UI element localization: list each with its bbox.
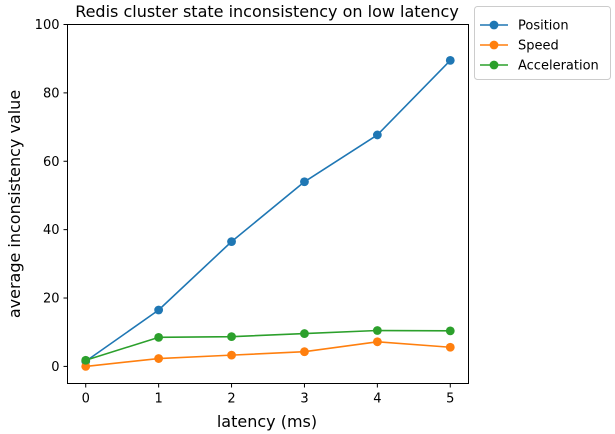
series-line-position <box>85 59 451 362</box>
x-axis: 0 1 2 3 4 5 <box>82 383 454 407</box>
data-point-speed <box>372 337 382 347</box>
x-tick-label: 3 <box>300 392 308 407</box>
legend-label-speed: Speed <box>518 39 559 54</box>
data-point-speed <box>300 347 309 357</box>
legend-item-speed: Speed <box>480 39 559 54</box>
series-line-speed <box>85 340 451 368</box>
data-point-position <box>300 177 309 187</box>
series-layer <box>81 56 455 371</box>
legend-marker-speed <box>489 40 499 50</box>
data-point-acceleration <box>300 329 309 338</box>
y-tick-label: 80 <box>43 86 60 101</box>
legend-marker-acceleration <box>489 60 499 70</box>
data-point-speed <box>227 350 236 360</box>
data-point-position <box>445 56 455 65</box>
legend-item-acceleration: Acceleration <box>480 59 599 74</box>
legend-item-position: Position <box>480 19 569 34</box>
series-acceleration <box>81 326 455 365</box>
y-tick-label: 60 <box>43 155 60 170</box>
legend-items: Position Speed Acceleration <box>480 19 599 74</box>
data-point-speed <box>81 362 91 371</box>
series-line-acceleration <box>85 329 451 362</box>
x-axis-title: latency (ms) <box>217 412 317 431</box>
data-point-acceleration <box>445 326 455 336</box>
data-point-position <box>154 305 164 315</box>
data-point-position <box>372 130 382 140</box>
chart-title: Redis cluster state inconsistency on low… <box>75 2 459 21</box>
y-tick-label: 20 <box>43 292 60 307</box>
y-tick-label: 0 <box>51 360 59 375</box>
y-tick-label: 100 <box>35 18 60 33</box>
legend: Position Speed Acceleration <box>474 6 611 80</box>
data-point-acceleration <box>372 326 382 335</box>
legend-label-acceleration: Acceleration <box>518 59 599 74</box>
data-point-acceleration <box>227 332 236 342</box>
data-point-speed <box>445 342 455 352</box>
x-tick-label: 5 <box>446 392 454 407</box>
y-axis-title: average inconsistency value <box>5 90 24 318</box>
plot-area <box>67 24 469 384</box>
x-tick-label: 1 <box>154 392 162 407</box>
data-point-acceleration <box>154 332 164 342</box>
series-speed <box>81 337 455 371</box>
x-tick-label: 0 <box>82 392 90 407</box>
legend-frame <box>474 6 611 80</box>
legend-label-position: Position <box>518 19 569 34</box>
plot-frame <box>67 24 469 384</box>
data-point-position <box>227 237 236 247</box>
x-tick-label: 4 <box>373 392 381 407</box>
legend-marker-position <box>489 20 499 30</box>
y-tick-label: 40 <box>43 223 60 238</box>
data-point-acceleration <box>81 355 91 365</box>
data-point-speed <box>154 354 164 363</box>
x-tick-label: 2 <box>227 392 235 407</box>
y-axis: 0 20 40 60 80 100 <box>35 18 68 375</box>
